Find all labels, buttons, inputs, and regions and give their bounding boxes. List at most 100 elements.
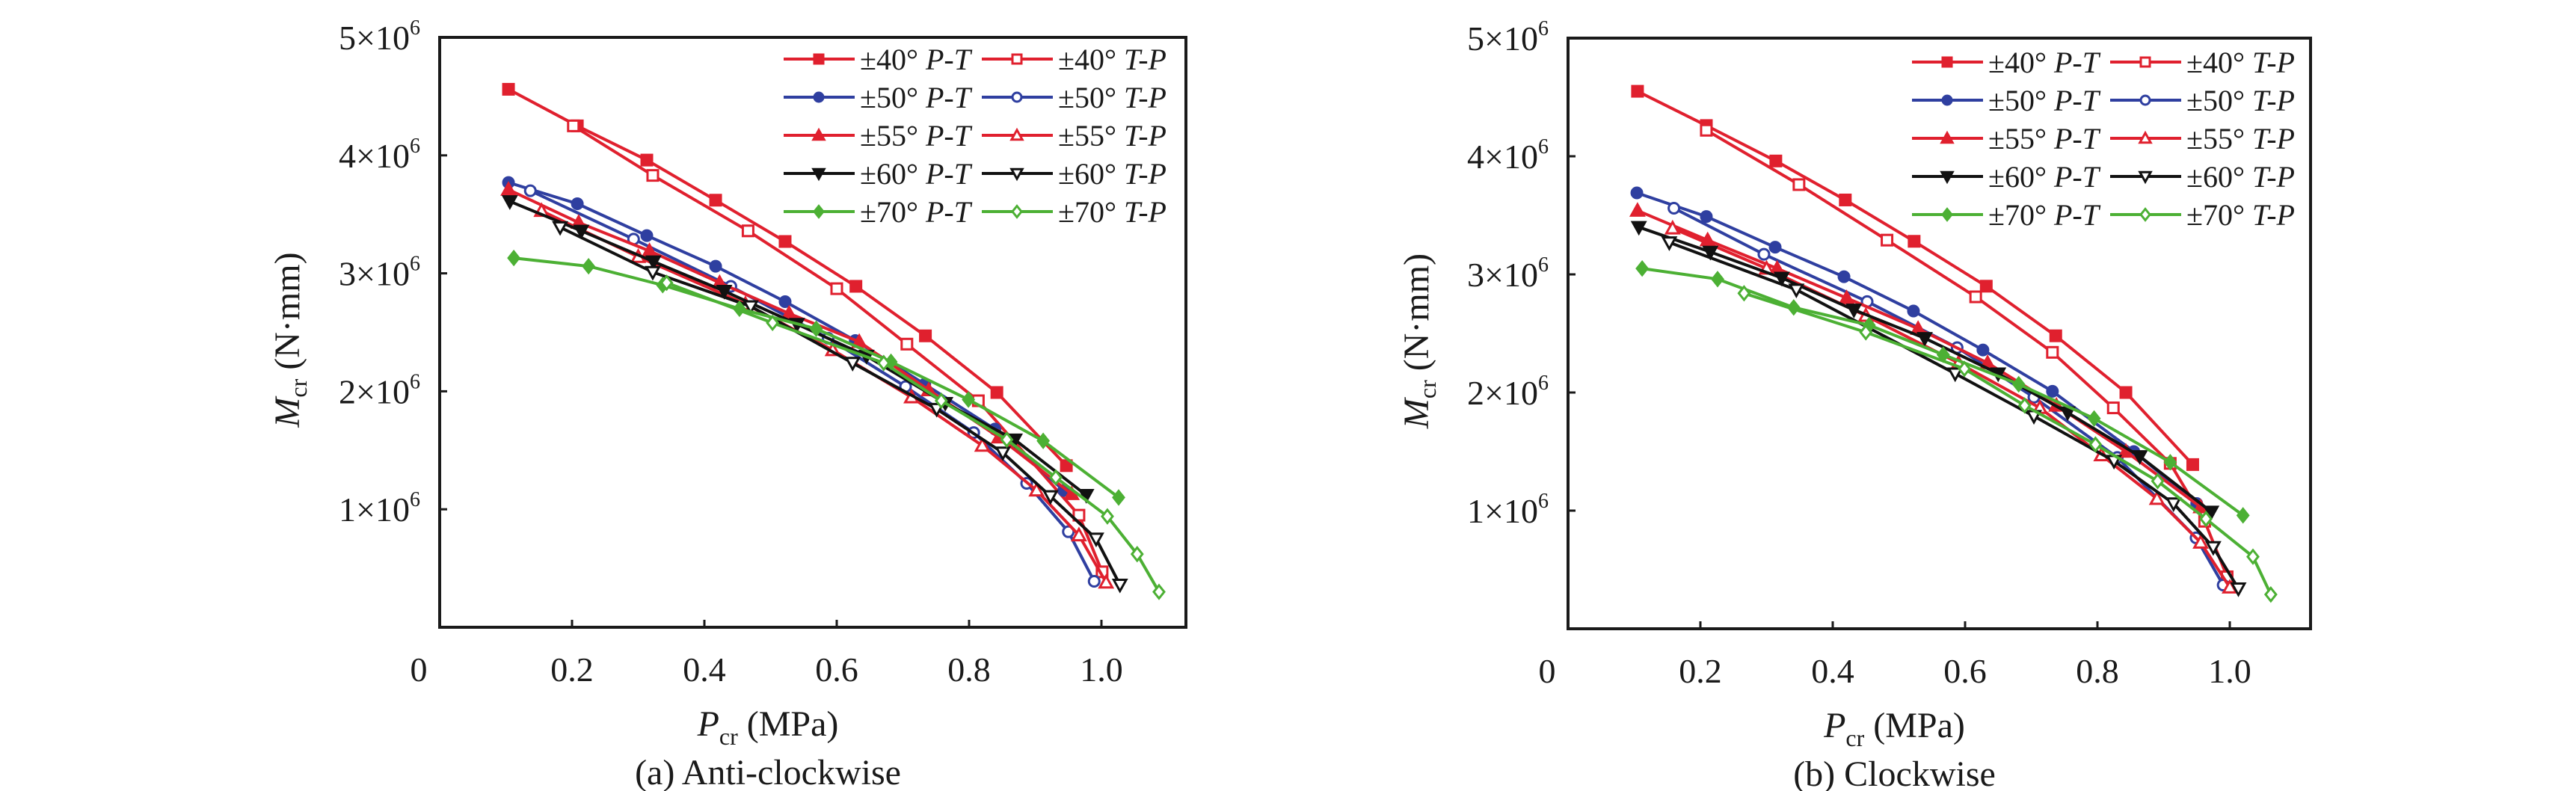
data-point — [1859, 324, 1873, 341]
legend-label: ±60° T-P — [1058, 157, 1166, 191]
data-point — [2203, 505, 2220, 521]
data-point — [1078, 489, 1095, 504]
x-axis-title: Pcr (MPa) — [697, 704, 839, 750]
legend: ±40° P-T ±40° T-P ±50° P-T ±50° T-P ±55° P-T… — [1912, 46, 2295, 232]
data-point — [640, 153, 654, 167]
data-point — [1700, 123, 1713, 137]
data-point — [876, 354, 891, 372]
series-70-t-p — [1737, 285, 2278, 603]
data-point — [1098, 573, 1115, 589]
data-point — [2263, 586, 2278, 603]
legend-item: ±70° P-T — [1912, 198, 2101, 232]
data-point — [2246, 548, 2260, 565]
series-70-p-t — [507, 249, 1125, 506]
series-60-p-t — [1630, 221, 2220, 521]
legend-label: ±50° P-T — [860, 81, 973, 114]
data-point — [645, 265, 661, 281]
y-tick-label: 1×106 — [339, 488, 420, 529]
legend-item: ±50° P-T — [784, 81, 973, 114]
series-line — [1743, 292, 2272, 596]
data-point — [1036, 432, 1051, 449]
data-point — [552, 221, 569, 236]
y-axis-title: Mcr (N·mm) — [268, 252, 312, 428]
x-tick-label: 0.6 — [1943, 652, 1987, 690]
data-point — [934, 392, 948, 410]
data-point — [1087, 532, 1104, 548]
data-point — [502, 82, 515, 96]
legend-marker — [1941, 94, 1953, 106]
legend-item: ±50° T-P — [2110, 84, 2295, 117]
data-point — [1111, 578, 1128, 594]
data-point — [2119, 386, 2133, 399]
legend-label: ±70° P-T — [860, 195, 973, 229]
data-point — [1101, 508, 1114, 525]
data-point — [709, 194, 722, 207]
y-tick-label: 3×106 — [339, 253, 420, 293]
legend-marker — [2138, 170, 2153, 185]
data-point — [1049, 469, 1063, 486]
y-tick-label: 1×106 — [1467, 490, 1549, 530]
legend-marker — [2139, 207, 2151, 222]
data-point — [1664, 219, 1681, 235]
origin-label: 0 — [1539, 652, 1556, 690]
data-point — [2046, 345, 2059, 359]
x-tick-label: 0.4 — [683, 650, 726, 689]
legend-label: ±50° T-P — [2186, 84, 2295, 117]
x-tick-label: 0.8 — [2076, 652, 2119, 690]
legend-item: ±55° P-T — [1912, 122, 2101, 156]
data-point — [778, 295, 792, 308]
x-tick-label: 0.4 — [1811, 652, 1854, 690]
plot-frame — [1567, 37, 2312, 630]
legend-label: ±40° P-T — [1988, 46, 2101, 79]
panel-caption: (a) Anti-clockwise — [635, 753, 901, 791]
data-point — [1631, 84, 1644, 98]
legend-label: ±55° T-P — [2186, 122, 2295, 156]
data-point — [640, 229, 654, 242]
data-point — [1042, 490, 1059, 505]
legend-item: ±60° P-T — [1912, 160, 2101, 194]
y-tick-label: 2×106 — [1467, 372, 1549, 412]
data-point — [2046, 384, 2059, 398]
legend-label: ±70° P-T — [1988, 198, 2101, 232]
series-40-t-p — [567, 119, 1109, 579]
legend-label: ±60° P-T — [1988, 160, 2101, 194]
data-point — [2163, 454, 2177, 471]
data-point — [1087, 574, 1101, 588]
legend-marker — [813, 53, 825, 65]
data-point — [1773, 271, 1790, 287]
data-point — [1112, 489, 1125, 506]
data-point — [1130, 546, 1144, 563]
data-point — [962, 391, 976, 408]
data-point — [778, 235, 792, 248]
legend-item: ±40° T-P — [2110, 46, 2295, 79]
data-point — [571, 197, 584, 210]
legend-marker — [1011, 53, 1023, 65]
data-point — [2087, 410, 2101, 427]
data-point — [1635, 259, 1650, 277]
data-point — [507, 249, 521, 267]
data-point — [1072, 508, 1086, 522]
data-point — [2204, 541, 2222, 556]
legend-marker — [1940, 130, 1955, 144]
plot-frame — [438, 36, 1187, 629]
legend-item: ±60° P-T — [784, 157, 973, 191]
legend-marker — [2139, 94, 2151, 106]
data-point — [501, 195, 518, 210]
y-tick-label: 4×106 — [339, 135, 420, 175]
legend-item: ±50° P-T — [1912, 84, 2101, 117]
legend-marker — [1011, 204, 1023, 219]
legend-marker — [2139, 56, 2151, 68]
legend-marker — [1941, 207, 1953, 222]
x-axis-title: Pcr (MPa) — [1823, 706, 1965, 751]
data-point — [1152, 583, 1166, 600]
series-line — [1668, 241, 2240, 590]
panel-clockwise: 0.2 0.4 0.6 0.8 1.0 0 1×106 2×106 3×106 4×106 5×10… — [1397, 17, 2312, 791]
data-point — [1629, 202, 1646, 217]
data-point — [2017, 397, 2032, 414]
series-line — [508, 87, 1068, 467]
data-point — [2088, 436, 2103, 453]
data-point — [523, 184, 537, 197]
data-point — [1838, 289, 1855, 304]
legend-item: ±60° T-P — [982, 157, 1166, 191]
